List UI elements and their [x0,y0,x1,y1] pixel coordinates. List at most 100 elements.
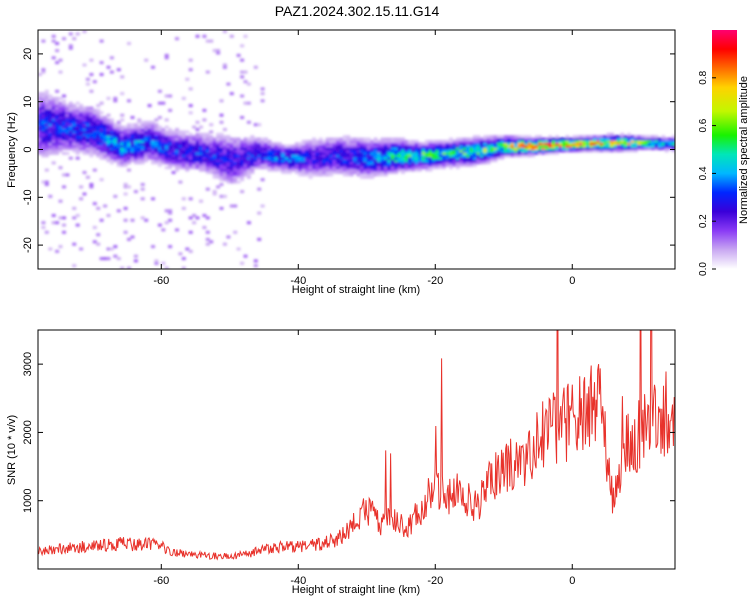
heatmap-cell [651,139,655,143]
heatmap-cell [123,130,128,134]
heatmap-cell [109,128,114,131]
heatmap-cell [41,68,46,72]
heatmap-cell [517,137,522,141]
heatmap-cell [240,190,245,194]
heatmap-cell [442,154,447,158]
heatmap-cell [445,142,450,146]
heatmap-cell [41,96,46,100]
heatmap-cell [51,104,56,108]
heatmap-cell [89,144,94,148]
heatmap-cell [79,137,84,141]
heatmap-cell [85,113,90,117]
heatmap-cell [592,137,597,141]
heatmap-cell [277,147,282,151]
heatmap-cell [164,166,169,170]
heatmap-cell [96,132,101,136]
heatmap-cell [103,257,108,261]
heatmap-cell [414,144,419,148]
heatmap-cell [397,151,402,155]
heatmap-cell [342,149,347,153]
heatmap-cell [137,151,142,155]
heatmap-cell [233,137,238,141]
heatmap-cell [219,175,224,179]
heatmap-cell [250,166,255,170]
heatmap-cell [349,171,354,174]
heatmap-cell [195,142,200,146]
heatmap-cell [548,147,553,151]
heatmap-cell [154,135,159,139]
heatmap-cell [346,166,351,170]
heatmap-cell [373,173,378,177]
heatmap-cell [99,257,104,261]
heatmap-cell [147,104,152,108]
heatmap-cell [116,139,121,143]
heatmap-cell [72,104,77,108]
heatmap-cell [288,147,292,151]
heatmap-cell [48,111,53,115]
heatmap-cell [599,149,604,153]
heatmap-cell [435,144,440,148]
heatmap-cell [671,135,675,139]
heatmap-cell [627,137,632,141]
heatmap-cell [503,137,508,141]
heatmap-cell [209,142,214,146]
heatmap-cell [425,151,429,155]
heatmap-cell [620,147,625,151]
heatmap-cell [243,139,248,143]
heatmap-cell [257,144,262,148]
heatmap-cell [44,106,49,110]
heatmap-cell [551,147,556,151]
heatmap-cell [613,135,618,139]
heatmap-cell [96,137,101,141]
heatmap-cell [428,149,433,153]
heatmap-cell [205,151,210,155]
heatmap-cell [339,151,344,155]
heatmap-cell [332,151,337,155]
heatmap-cell [452,159,457,163]
heatmap-cell [250,144,255,148]
heatmap-cell [123,142,128,146]
heatmap-cell [229,166,234,170]
heatmap-cell [161,151,166,155]
heatmap-cell [62,37,66,41]
heatmap-cell [181,159,186,163]
heatmap-cell [445,163,450,167]
heatmap-cell [243,173,248,177]
heatmap-cell [79,197,84,201]
heatmap-cell [48,120,53,124]
heatmap-cell [62,123,66,127]
heatmap-cell [68,46,73,50]
heatmap-cell [133,154,138,158]
heatmap-cell [325,139,330,143]
colorbar-tick-label: 0.8 [698,70,709,84]
heatmap-cell [229,163,234,167]
heatmap-cell [644,137,649,141]
heatmap-cell [161,137,166,141]
heatmap-cell [291,159,296,163]
heatmap-cell [219,154,224,158]
heatmap-cell [85,144,90,148]
heatmap-cell [178,139,183,143]
heatmap-cell [315,166,320,170]
heatmap-cell [469,154,474,158]
heatmap-cell [486,151,491,155]
heatmap-cell [459,139,464,143]
heatmap-cell [483,156,488,160]
heatmap-cell [264,144,268,148]
heatmap-cell [370,161,375,165]
heatmap-cell [397,161,402,165]
heatmap-cell [568,147,573,151]
heatmap-cell [346,171,351,174]
heatmap-cell [332,156,337,160]
heatmap-cell [503,149,508,153]
heatmap-cell [339,163,344,167]
heatmap-cell [270,156,275,160]
heatmap-cell [120,147,125,151]
heatmap-cell [116,149,121,153]
heatmap-cell [171,156,176,160]
heatmap-cell [486,149,491,153]
heatmap-cell [520,137,525,141]
heatmap-cell [51,125,56,129]
heatmap-cell [205,142,210,146]
heatmap-cell [305,166,310,170]
